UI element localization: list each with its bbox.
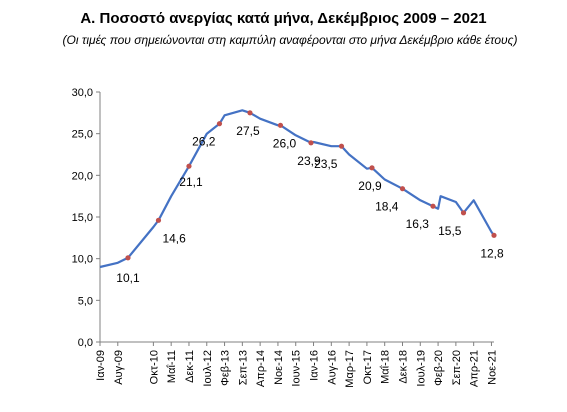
x-tick-label: Νοε-21: [486, 350, 498, 385]
x-tick-label: Αυγ-09: [113, 350, 125, 385]
x-tick-label: Μαΐ-11: [166, 350, 178, 383]
data-label: 27,5: [236, 124, 260, 138]
data-marker: [338, 143, 345, 149]
data-marker: [430, 203, 436, 209]
series-line: [99, 109, 495, 269]
data-marker: [247, 110, 253, 116]
data-label: 10,1: [116, 271, 140, 285]
x-tick-label: Ιουν-15: [291, 350, 303, 387]
y-tick-label: 5,0: [78, 295, 93, 307]
data-label: 23,5: [314, 157, 338, 171]
x-tick-label: Δεκ-18: [397, 350, 409, 384]
data-marker: [186, 163, 192, 169]
y-tick-label: 20,0: [72, 170, 93, 182]
data-label: 26,2: [192, 135, 216, 149]
x-tick-label: Μαΐ-18: [380, 350, 392, 384]
data-marker: [308, 140, 314, 146]
data-marker: [277, 122, 284, 128]
x-tick-label: Φεβ-20: [433, 350, 445, 386]
data-label: 21,1: [179, 175, 203, 189]
data-label: 18,4: [375, 200, 399, 214]
x-tick-label: Ιαν-16: [309, 350, 321, 381]
data-marker: [155, 217, 162, 223]
y-tick-label: 10,0: [72, 254, 93, 266]
chart-subtitle: (Οι τιμές που σημειώνονται στη καμπύλη α…: [62, 33, 518, 47]
x-tick-label: Μαρ-17: [344, 350, 356, 388]
x-tick-label: Απρ-21: [469, 350, 481, 387]
data-marker: [491, 232, 497, 238]
x-tick-label: Ιαν-09: [95, 350, 107, 381]
x-tick-label: Οκτ-10: [148, 350, 160, 384]
y-tick-label: 30,0: [72, 87, 93, 99]
data-marker: [125, 255, 131, 261]
x-tick-label: Ιουλ-19: [415, 350, 427, 387]
data-label: 12,8: [480, 246, 504, 260]
data-label: 14,6: [162, 231, 186, 245]
y-tick-label: 0,0: [78, 337, 93, 349]
data-label: 15,5: [438, 224, 462, 238]
y-tick-label: 15,0: [72, 212, 93, 224]
data-marker: [369, 165, 375, 171]
y-tick-label: 25,0: [72, 129, 93, 141]
x-tick-label: Οκτ-17: [362, 350, 374, 384]
x-tick-label: Φεβ-13: [220, 350, 232, 386]
data-label: 26,0: [273, 136, 297, 150]
x-tick-label: Σεπ-13: [237, 350, 249, 385]
x-tick-label: Ιουλ-12: [202, 350, 214, 387]
data-label: 20,9: [358, 179, 382, 193]
x-tick-label: Δεκ-11: [184, 350, 196, 383]
data-marker: [399, 186, 406, 192]
chart-title: Α. Ποσοστό ανεργίας κατά μήνα, Δεκέμβριο…: [80, 10, 487, 27]
data-marker: [216, 121, 223, 127]
data-label: 16,3: [406, 217, 430, 231]
data-marker: [460, 210, 467, 216]
data-label: 23,9: [297, 154, 321, 168]
x-tick-label: Σεπ-20: [451, 350, 463, 385]
x-tick-label: Απρ-14: [255, 350, 267, 387]
x-tick-label: Αυγ-16: [326, 350, 338, 385]
x-tick-label: Νοε-14: [273, 350, 285, 385]
